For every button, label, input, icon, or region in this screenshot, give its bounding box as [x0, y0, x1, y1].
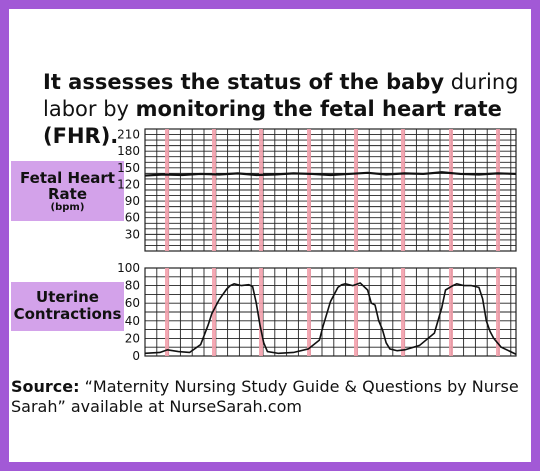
fhr-panel: 30 60 90 120 150 180 210 — [117, 128, 517, 252]
uc-y-tick-label: 80 — [125, 279, 140, 293]
fhr-minute-marker — [449, 129, 453, 251]
fhr-y-tick-label: 30 — [125, 227, 140, 241]
fhr-minute-marker — [212, 129, 216, 251]
fhr-y-tick-label: 150 — [117, 161, 140, 175]
fhr-y-tick-label: 90 — [125, 194, 140, 208]
fhr-minute-marker — [401, 129, 405, 251]
uc-minute-marker — [401, 268, 405, 356]
fhr-border — [144, 128, 517, 252]
fhr-y-tick-label: 60 — [125, 211, 140, 225]
uc-label-title: Uterine Contractions — [13, 288, 122, 323]
source-citation: Source: “Maternity Nursing Study Guide &… — [11, 377, 531, 417]
fhr-minute-marker — [259, 129, 263, 251]
uc-y-tick-label: 0 — [132, 349, 140, 363]
fhr-y-tick-label: 210 — [117, 128, 140, 142]
source-prefix: Source: — [11, 377, 80, 396]
uc-minute-marker — [307, 268, 311, 356]
uc-y-tick-label: 60 — [125, 296, 140, 310]
fhr-minute-marker — [307, 129, 311, 251]
fhr-minute-marker — [354, 129, 358, 251]
uc-y-tick-label: 40 — [125, 314, 140, 328]
uc-minute-marker — [259, 268, 263, 356]
uc-border — [144, 267, 517, 357]
fhr-label-title: Fetal Heart Rate — [20, 169, 115, 203]
uc-panel: 0 20 40 60 80 100 — [117, 261, 517, 363]
uc-label: Uterine Contractions — [11, 282, 124, 331]
uc-minute-marker — [354, 268, 358, 356]
headline: It assesses the status of the baby durin… — [43, 69, 523, 150]
uc-trace — [144, 282, 517, 355]
fhr-y-tick-label: 180 — [117, 144, 140, 158]
headline-regular: during labor by — [43, 70, 519, 121]
uc-minute-marker — [165, 268, 169, 356]
uc-y-tick-label: 100 — [117, 261, 140, 275]
headline-bold-1: It assesses the status of the baby — [43, 70, 445, 94]
uc-minute-marker — [449, 268, 453, 356]
uc-y-tick-label: 20 — [125, 331, 140, 345]
fhr-label-unit: (bpm) — [50, 202, 85, 213]
fhr-minute-marker — [496, 129, 500, 251]
uc-minute-marker — [496, 268, 500, 356]
fhr-minute-marker — [165, 129, 169, 251]
uc-minute-marker — [212, 268, 216, 356]
headline-bold-2: monitoring the fetal heart rate (FHR). — [43, 97, 502, 148]
source-text: “Maternity Nursing Study Guide & Questio… — [11, 377, 519, 416]
fhr-y-tick-label: 120 — [117, 177, 140, 191]
fhr-label: Fetal Heart Rate (bpm) — [11, 161, 124, 221]
fhr-trace — [144, 171, 517, 177]
